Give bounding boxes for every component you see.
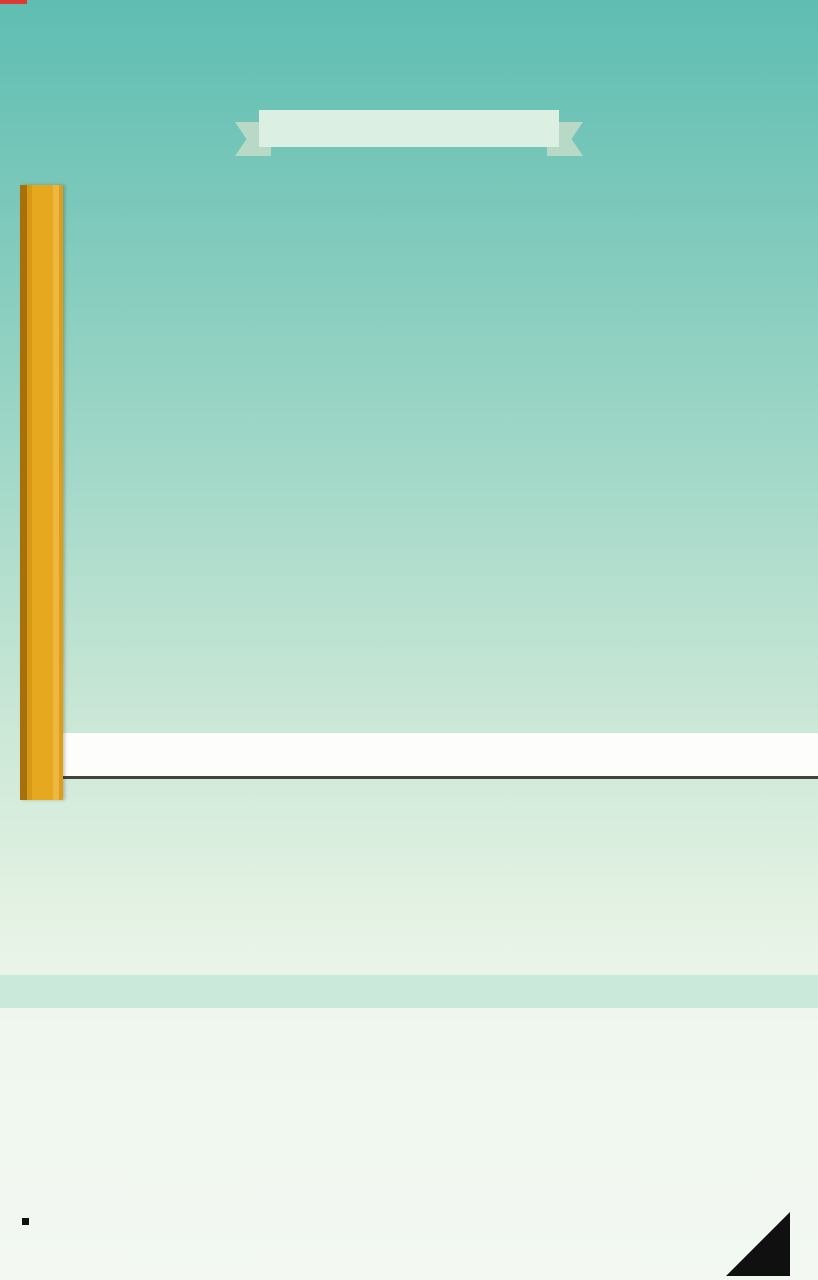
banner-face xyxy=(259,110,559,147)
accent-corner-mark xyxy=(0,0,27,4)
population-square-icon xyxy=(22,1218,29,1225)
height-ruler xyxy=(20,185,63,800)
rank-band xyxy=(60,733,818,776)
ground-baseline xyxy=(20,776,818,779)
section2-banner xyxy=(0,975,818,1008)
sputnik-logo xyxy=(726,1212,790,1276)
section1-banner xyxy=(235,110,583,156)
population-legend xyxy=(22,1218,35,1225)
